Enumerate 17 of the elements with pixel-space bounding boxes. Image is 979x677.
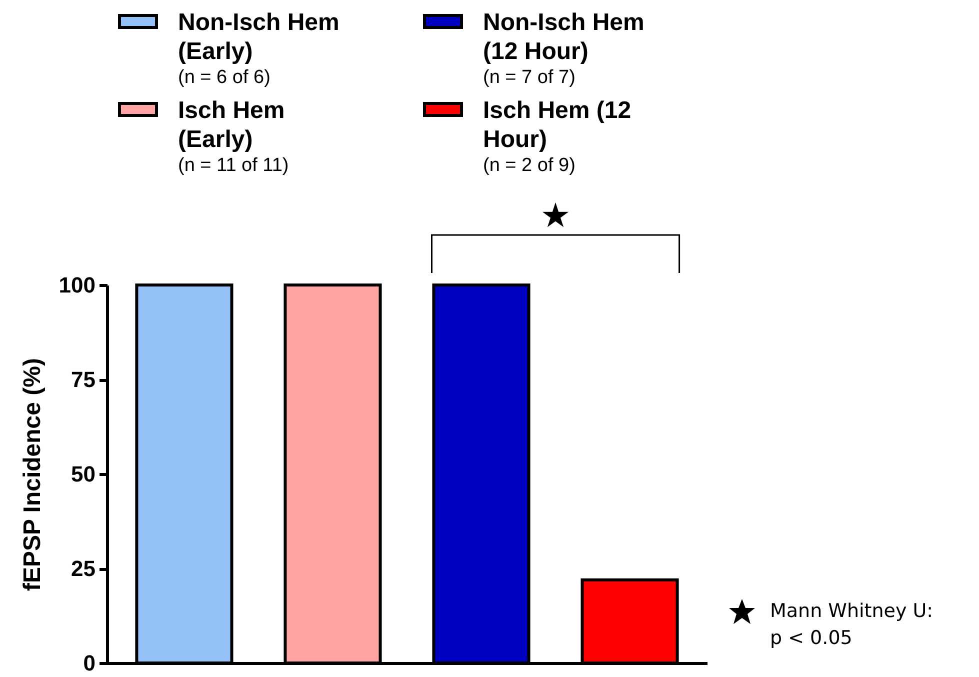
legend-label: Non-Isch Hem (12 Hour) (483, 8, 646, 66)
y-tick-label: 75 (71, 367, 96, 392)
y-tick-label: 50 (71, 462, 96, 486)
text: Mann Whitney U: (770, 599, 934, 624)
y-tick-label: 100 (58, 272, 96, 298)
text: p < 0.05 (770, 626, 854, 651)
text: (n = 11 of 11) (178, 154, 290, 178)
y-axis-title: fEPSP Incidence (%) (18, 358, 46, 591)
y-tick-label: 25 (71, 556, 96, 581)
text: ★ (540, 196, 571, 236)
text: (n = 6 of 6) (178, 66, 272, 90)
text: (n = 7 of 7) (483, 66, 576, 90)
legend-label: Isch Hem (Early) (178, 96, 286, 154)
legend-label: Isch Hem (12 Hour) (483, 96, 632, 154)
text: (n = 2 of 9) (483, 154, 576, 178)
y-tick-label: 0 (83, 650, 96, 676)
legend-label: Non-Isch Hem (Early) (178, 8, 340, 66)
